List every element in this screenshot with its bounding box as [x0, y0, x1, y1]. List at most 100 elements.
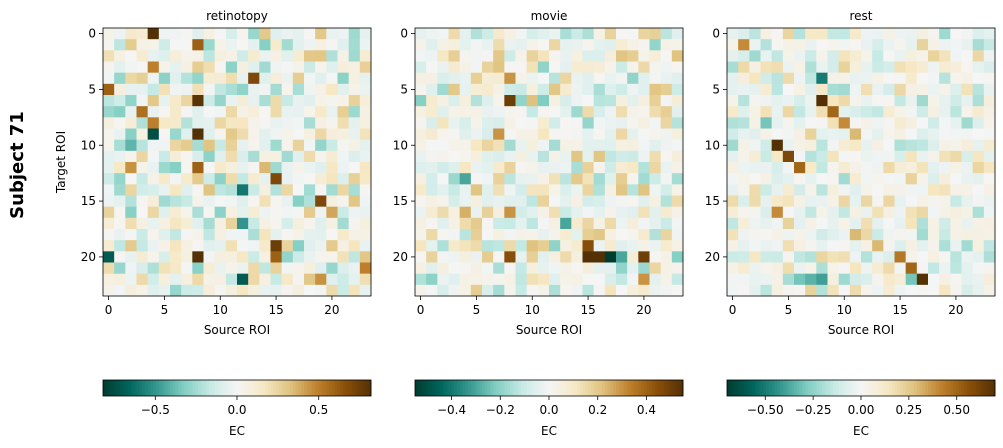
heatmap-cell [604, 72, 617, 85]
heatmap-cell [448, 117, 461, 129]
heatmap-cell [426, 273, 438, 286]
heatmap-cell [114, 240, 126, 252]
colorbar-segment [181, 380, 185, 396]
heatmap-cell [103, 50, 115, 62]
heatmap-cell [470, 284, 483, 297]
colorbar-segment [331, 380, 336, 396]
heatmap-cell [972, 128, 985, 141]
colorbar-segment [649, 380, 653, 396]
heatmap-cell [549, 251, 561, 263]
heatmap-cell [136, 61, 149, 74]
heatmap-cell [482, 173, 494, 185]
heatmap-cell [147, 72, 160, 85]
heatmap-cell [348, 83, 361, 96]
heatmap-cell [214, 195, 227, 208]
heatmap-cell [604, 28, 617, 40]
heatmap-cell [593, 251, 606, 263]
heatmap-cell [905, 206, 918, 219]
heatmap-cell [214, 240, 227, 252]
heatmap-cell [671, 117, 684, 129]
heatmap-cell [248, 50, 260, 62]
heatmap-cell [950, 206, 962, 219]
heatmap-cell [103, 106, 115, 118]
heatmap-cell [849, 72, 862, 85]
heatmap-cell [348, 128, 361, 141]
heatmap-cell [849, 162, 862, 174]
heatmap-cell [571, 117, 583, 129]
heatmap-cell [448, 28, 461, 40]
heatmap-cell [872, 240, 884, 252]
heatmap-cell [560, 106, 572, 118]
heatmap-cell [248, 240, 260, 252]
heatmap-cell [727, 184, 739, 196]
heatmap-cell [627, 117, 639, 129]
heatmap-cell [493, 128, 505, 141]
heatmap-cell [816, 50, 828, 62]
heatmap-cell [883, 217, 895, 230]
heatmap-cell [883, 117, 895, 129]
heatmap-cell [861, 117, 873, 129]
heatmap-cell [292, 284, 305, 297]
colorbar-tick-label: 0.2 [588, 403, 607, 417]
heatmap-cell [749, 217, 761, 230]
heatmap-cell [125, 251, 137, 263]
heatmap-cell [125, 184, 137, 196]
colorbar-segment [588, 380, 592, 396]
heatmap-cell [549, 139, 561, 152]
heatmap-cell [225, 39, 238, 51]
heatmap-cell [616, 195, 628, 208]
heatmap-cell [192, 273, 204, 286]
heatmap-cell [549, 39, 561, 51]
colorbar-segment [802, 380, 806, 396]
heatmap-cell [939, 217, 951, 230]
heatmap-cell [593, 273, 606, 286]
heatmap-cell [459, 273, 472, 286]
heatmap-cell [225, 139, 238, 152]
heatmap-cell [816, 72, 828, 85]
heatmap-cell [170, 39, 182, 51]
heatmap-cell [593, 262, 606, 275]
heatmap-cell [315, 128, 327, 141]
heatmap-cell [348, 206, 361, 219]
heatmap-cell [872, 184, 884, 196]
colorbar-segment [482, 380, 486, 396]
heatmap-cell [593, 61, 606, 74]
heatmap-cell [916, 39, 929, 51]
heatmap-cell [671, 184, 684, 196]
heatmap-cell [192, 83, 204, 96]
heatmap-cell [437, 128, 449, 141]
heatmap-cell [727, 83, 739, 96]
heatmap-cell [515, 284, 528, 297]
heatmap-cell [470, 173, 483, 185]
heatmap-cell [515, 240, 528, 252]
heatmap-cell [571, 251, 583, 263]
heatmap-cell [928, 106, 940, 118]
heatmap-cell [983, 284, 996, 297]
heatmap-cell [805, 95, 817, 107]
colorbar-segment [368, 380, 372, 396]
heatmap-cell [939, 128, 951, 141]
heatmap-cell [883, 72, 895, 85]
heatmap-cell [560, 150, 572, 163]
colorbar-segment [905, 380, 909, 396]
heatmap-cell [560, 83, 572, 96]
heatmap-cell [170, 273, 182, 286]
heatmap-cell [627, 50, 639, 62]
heatmap-cell [983, 262, 996, 275]
heatmap-cell [459, 61, 472, 74]
heatmap-cell [827, 50, 840, 62]
heatmap-cell [549, 28, 561, 40]
heatmap-cell [838, 39, 851, 51]
heatmap-cell [571, 217, 583, 230]
heatmap-cell [604, 184, 617, 196]
heatmap-cell [482, 217, 494, 230]
heatmap-cell [660, 83, 673, 96]
heatmap-cell [961, 217, 974, 230]
heatmap-cell [504, 240, 516, 252]
heatmap-cell [760, 195, 773, 208]
heatmap-cell [794, 106, 806, 118]
heatmap-cell [749, 240, 761, 252]
heatmap-cell [281, 195, 294, 208]
colorbar-segment [417, 380, 421, 396]
colorbar-segment [788, 380, 792, 396]
